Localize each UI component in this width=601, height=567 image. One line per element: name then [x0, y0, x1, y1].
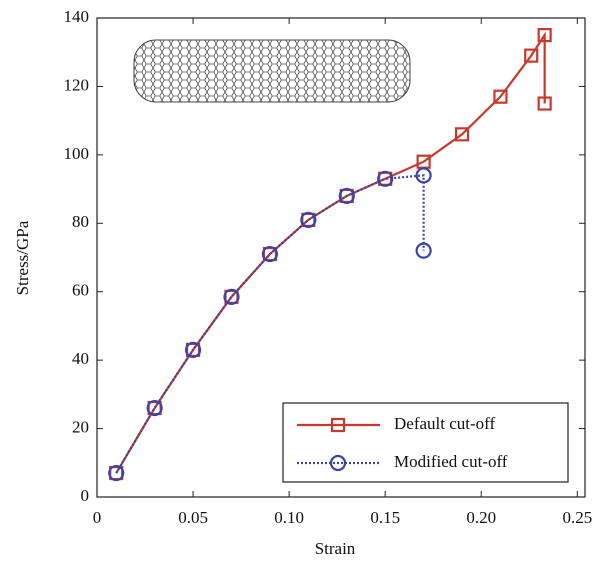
x-tick-label: 0.15 [370, 508, 400, 527]
square-marker [330, 417, 346, 433]
circle-marker [415, 242, 432, 259]
legend-label: Modified cut-off [394, 452, 508, 471]
square-marker [524, 48, 539, 63]
y-tick-label: 80 [72, 212, 89, 231]
series-line [115, 174, 425, 474]
circle-marker [415, 167, 432, 184]
circle-marker [300, 211, 317, 228]
plot-frame [96, 17, 586, 498]
x-tick-label: 0.25 [562, 508, 592, 527]
x-tick-label: 0.10 [274, 508, 304, 527]
circle-marker [377, 170, 394, 187]
x-tick-label: 0 [93, 508, 102, 527]
x-tick-label: 0.05 [178, 508, 208, 527]
y-tick-label: 20 [72, 417, 89, 436]
legend-label: Default cut-off [394, 414, 496, 433]
y-tick-label: 60 [72, 281, 89, 300]
y-tick-label: 140 [64, 7, 90, 26]
y-axis-label: Stress/GPa [13, 220, 32, 295]
square-marker [537, 96, 552, 111]
y-tick-label: 120 [64, 75, 90, 94]
square-marker [493, 89, 508, 104]
circle-marker [108, 464, 125, 482]
circle-marker [338, 187, 355, 205]
circle-marker [261, 245, 279, 263]
y-tick-label: 40 [72, 349, 89, 368]
y-tick-label: 100 [64, 144, 90, 163]
x-axis-label: Strain [315, 539, 356, 558]
circle-marker [146, 399, 163, 417]
y-tick-label: 0 [81, 486, 90, 505]
x-tick-label: 0.20 [466, 508, 496, 527]
circle-marker [184, 341, 202, 358]
circle-marker [329, 454, 347, 472]
circle-marker [223, 288, 240, 305]
square-marker [537, 28, 552, 43]
square-marker [454, 127, 470, 142]
legend-box [282, 402, 569, 483]
nanotube-illustration [133, 39, 411, 103]
